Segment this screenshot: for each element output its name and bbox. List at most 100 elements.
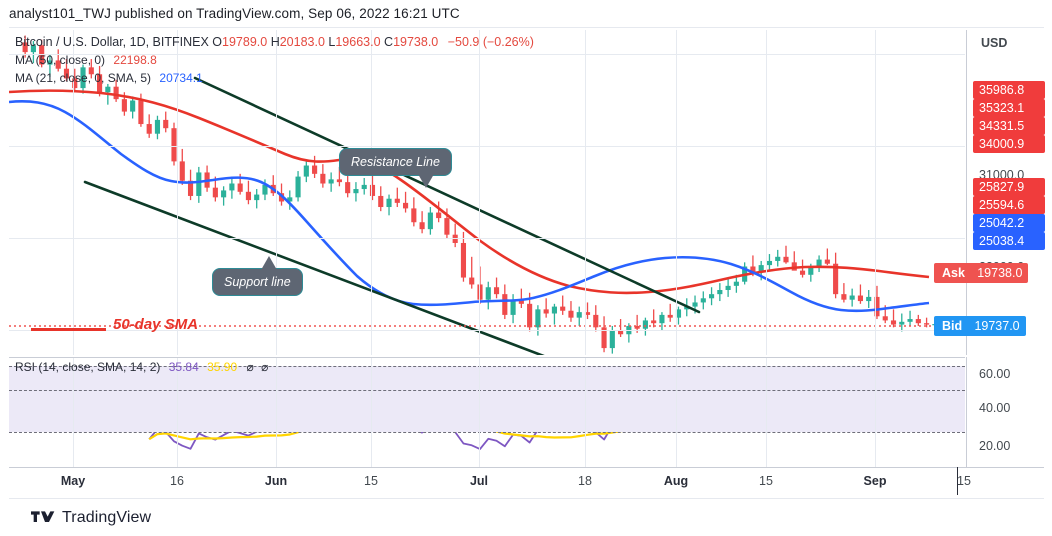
price-scale[interactable]: USD 31000.023000.0 35986.835323.134331.5… [966, 30, 1052, 355]
grid-line-vertical [585, 358, 586, 467]
candle-body [80, 67, 86, 89]
support-trendline [83, 180, 545, 355]
candle-body [692, 302, 698, 307]
candle-body [560, 306, 566, 311]
rsi-upper-band-line [9, 366, 965, 367]
candle-body [874, 296, 880, 317]
candle-body [750, 266, 756, 273]
grid-line-vertical [875, 358, 876, 467]
footer: TradingView [9, 498, 1044, 536]
ask-price-tag[interactable]: Ask 19738.0 [934, 263, 1029, 283]
candle-body [618, 330, 624, 335]
support-line-callout: Support line [212, 256, 303, 296]
resistance-line-callout-label: Resistance Line [351, 155, 440, 169]
grid-line-vertical [766, 30, 767, 355]
candle-body [882, 316, 888, 321]
candle-body [493, 287, 500, 295]
candle-body [121, 99, 127, 112]
support-line-callout-label: Support line [224, 275, 291, 289]
rsi-sma-value: 35.90 [207, 360, 238, 374]
candle-body [295, 176, 301, 198]
candle-body [237, 183, 243, 192]
rsi-overbought-oversold-band [9, 366, 965, 432]
candle-body [899, 321, 905, 325]
publisher-banner: analyst101_TWJ published on TradingView.… [0, 0, 1052, 27]
candle-body [593, 314, 599, 328]
candle-body [444, 218, 450, 235]
candle-body [336, 179, 342, 183]
grid-line-vertical [276, 30, 277, 355]
price-level-badge: 25042.2 [973, 214, 1045, 232]
candle-body [378, 195, 384, 208]
candlestick-series [9, 35, 965, 355]
candle-body [584, 312, 591, 315]
candle-body [312, 165, 318, 174]
candle-body [684, 306, 690, 310]
rsi-scale-tick: 40.00 [979, 401, 1011, 415]
price-level-badge: 25594.6 [973, 196, 1045, 214]
candle-body [245, 191, 251, 201]
candle-body [816, 259, 822, 267]
candle-body [609, 330, 615, 349]
candle-body [890, 320, 897, 325]
rsi-scale-tick: 60.00 [979, 367, 1011, 381]
candle-body [717, 290, 723, 295]
rsi-name: RSI (14, close, SMA, 14, 2) [15, 360, 161, 374]
candle-body [353, 189, 359, 194]
grid-line-vertical [371, 358, 372, 467]
sma50-annotation-label: 50-day SMA [113, 316, 199, 333]
rsi-indicator-pane[interactable]: RSI (14, close, SMA, 14, 2) 35.84 35.90 … [9, 357, 965, 467]
candle-body [63, 68, 70, 79]
rsi-legend: RSI (14, close, SMA, 14, 2) 35.84 35.90 … [15, 360, 268, 374]
candle-body [841, 294, 847, 300]
candle-body [303, 165, 309, 177]
time-axis[interactable]: May 16 Jun 15 Jul 18 Aug 15 Sep 15 [9, 467, 1044, 495]
candle-body [154, 119, 161, 134]
grid-line-horizontal [9, 54, 965, 55]
candle-body [725, 285, 731, 290]
time-axis-label: Jul [469, 474, 489, 488]
tradingview-logo-icon [31, 510, 55, 522]
grid-line-vertical [73, 358, 74, 467]
candle-body [799, 270, 806, 275]
candle-body [675, 309, 682, 318]
candle-body [659, 314, 665, 324]
candle-body [22, 42, 28, 53]
banner-divider [9, 27, 1044, 28]
bid-price-tag[interactable]: Bid 19737.0 [934, 316, 1026, 336]
candle-body [427, 212, 433, 230]
rsi-scale[interactable]: 60.00 40.00 20.00 [966, 357, 1052, 467]
candle-body [411, 208, 417, 223]
candle-body [72, 78, 78, 89]
candle-body [460, 242, 467, 278]
candle-body [320, 173, 326, 184]
candle-body [221, 190, 227, 198]
price-level-badge: 34000.9 [973, 135, 1045, 153]
time-axis-label: Sep [863, 474, 887, 488]
time-axis-label: May [60, 474, 86, 488]
candle-body [130, 100, 136, 112]
grid-line-horizontal [9, 330, 965, 331]
candle-body [601, 327, 607, 349]
candle-group [22, 35, 938, 354]
candle-body [907, 319, 913, 322]
candle-body [287, 197, 293, 202]
candle-body [535, 309, 541, 328]
time-axis-label: 15 [759, 474, 773, 488]
candle-body [97, 74, 103, 93]
grid-line-vertical [177, 30, 178, 355]
candle-body [502, 294, 508, 315]
callout-tail [418, 174, 434, 188]
candle-body [146, 124, 152, 134]
candle-body [163, 119, 169, 129]
grid-line-vertical [676, 30, 677, 355]
grid-line-vertical [766, 358, 767, 467]
resistance-line-callout: Resistance Line [339, 148, 452, 188]
candle-body [187, 180, 194, 196]
candle-body [709, 294, 715, 299]
price-chart-pane[interactable]: Bitcoin / U.S. Dollar, 1D, BITFINEX O197… [9, 30, 965, 355]
candle-body [55, 60, 61, 69]
candle-body [262, 184, 268, 195]
grid-line-vertical [676, 358, 677, 467]
